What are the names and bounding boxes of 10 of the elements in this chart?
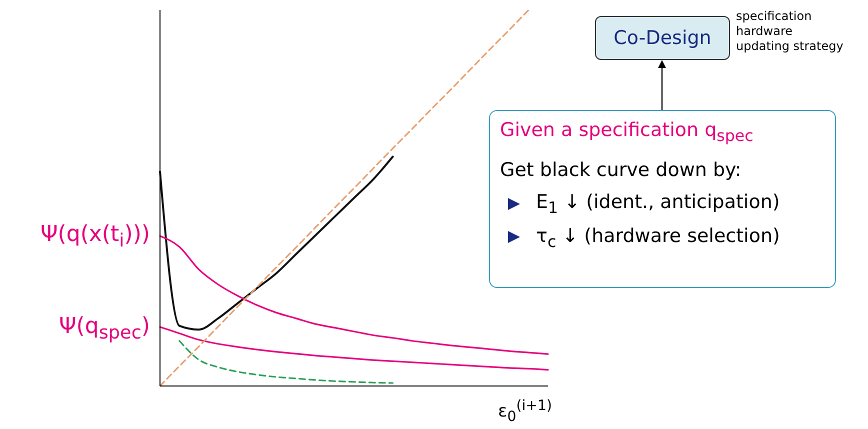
annotation: Get black curve down by: — [500, 158, 742, 181]
text: updating strategy — [736, 39, 844, 54]
annotation: E$_{1}$ ↓ (ident., anticipation) — [536, 190, 780, 217]
text: Ψ(q(x(t$_{i}$))) — [39, 221, 150, 254]
text: specification — [736, 9, 813, 24]
annotation: Given a specification q$_{spec}$ — [500, 119, 754, 145]
annotation: τ$_{c}$ ↓ (hardware selection) — [536, 224, 780, 250]
text: Co-Design — [595, 16, 730, 60]
text: hardware — [736, 24, 794, 39]
text: Ψ(q$_{spec}$) — [58, 313, 150, 346]
